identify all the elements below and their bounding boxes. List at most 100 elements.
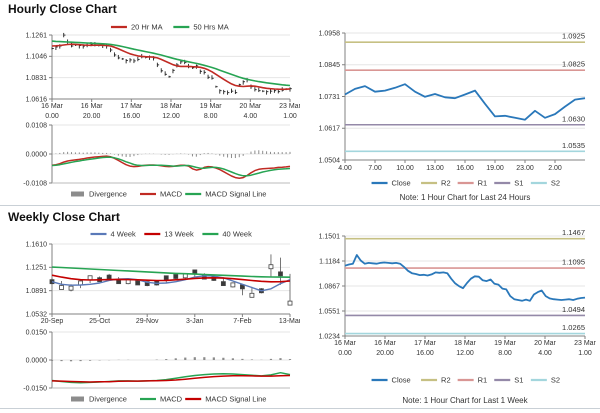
y-tick-label: -0.0108 xyxy=(23,180,47,187)
x-tick-label: 16 Mar xyxy=(374,340,396,347)
x-tick-label: 19.00 xyxy=(486,165,504,172)
ma-4week-line xyxy=(51,275,291,292)
candle-body xyxy=(163,275,169,281)
legend-label-s1: S1 xyxy=(514,179,523,188)
x-tick-label: 20.00 xyxy=(376,350,394,357)
pivot-label-r1: 1.1095 xyxy=(562,258,585,267)
y-tick-label: 1.0504 xyxy=(319,157,341,164)
x-tick-label: 7-Feb xyxy=(233,318,251,325)
ma-40week-line xyxy=(51,266,291,278)
x-tick-label: 7.00 xyxy=(368,165,382,172)
hourly-pivot-note: Note: 1 Hour Chart for Last 24 Hours xyxy=(399,193,531,202)
x-tick-label: 19 Mar xyxy=(494,340,516,347)
legend-label-macd-signal-line: MACD Signal Line xyxy=(205,395,266,404)
y-tick-label: 1.0831 xyxy=(26,75,48,82)
candle-body xyxy=(278,271,283,277)
x-tick-label: 16 Mar xyxy=(81,103,103,110)
x-tick-label: 16 Mar xyxy=(41,103,63,110)
x-tick-label: 4.00 xyxy=(338,165,352,172)
x-tick-label: 12.00 xyxy=(162,113,180,120)
hourly-chart-title: Hourly Close Chart xyxy=(8,2,117,16)
y-tick-label: 1.0731 xyxy=(319,94,341,101)
weekly-pivot-note: Note: 1 Hour Chart for Last 1 Week xyxy=(402,396,528,405)
horizontal-divider-mid xyxy=(0,205,600,206)
x-tick-label: 29-Nov xyxy=(136,318,159,325)
x-tick-label: 23.00 xyxy=(516,165,534,172)
legend-label-divergence: Divergence xyxy=(89,395,127,404)
x-tick-label: 25-Oct xyxy=(89,318,110,325)
y-tick-label: 0.0000 xyxy=(26,357,48,364)
x-tick-label: 16.00 xyxy=(416,350,434,357)
y-tick-label: 1.1251 xyxy=(26,265,48,272)
x-tick-label: 2.00 xyxy=(548,165,562,172)
x-tick-label: 8.00 xyxy=(204,113,218,120)
x-tick-label: 17 Mar xyxy=(414,340,436,347)
x-tick-label: 16.00 xyxy=(456,165,474,172)
legend-label-r2: R2 xyxy=(441,376,451,385)
x-tick-label: 3-Jan xyxy=(186,318,204,325)
candle-body xyxy=(68,285,74,291)
x-tick-label: 13.00 xyxy=(426,165,444,172)
close-line xyxy=(344,83,586,121)
x-tick-label: 13-Mar xyxy=(279,318,300,325)
pivot-label-r1: 1.0825 xyxy=(562,60,585,69)
y-tick-label: 1.1046 xyxy=(26,54,48,61)
x-tick-label: 20.00 xyxy=(83,113,101,120)
y-tick-label: 1.1184 xyxy=(319,258,340,265)
y-tick-label: 1.1261 xyxy=(26,32,48,39)
legend-label-4-week: 4 Week xyxy=(111,230,137,239)
x-tick-label: 1.00 xyxy=(578,350,592,357)
legend-label-r2: R2 xyxy=(441,179,451,188)
legend-label-s2: S2 xyxy=(551,376,560,385)
pivot-label-s1: 1.0630 xyxy=(562,114,585,123)
y-tick-label: 1.0532 xyxy=(26,311,48,318)
candle-body xyxy=(230,282,236,288)
y-tick-label: 1.0551 xyxy=(319,308,341,315)
legend-label-close: Close xyxy=(392,376,411,385)
x-tick-label: 23 Mar xyxy=(574,340,596,347)
y-tick-label: 1.0234 xyxy=(319,333,341,340)
hourly-pivot-panel: 1.0958 1.0845 1.0731 1.0617 1.0504 4.00 7.00 10… xyxy=(300,0,600,205)
hourly-close-chart: 20 Hr MA 50 Hrs MA 1.1261 1.1046 1.0831 1.061… xyxy=(23,23,300,199)
legend-label-40-week: 40 Week xyxy=(222,230,252,239)
x-tick-label: 16.00 xyxy=(123,113,141,120)
legend-label-macd: MACD xyxy=(160,395,183,404)
close-line xyxy=(344,254,586,302)
y-tick-label: 0.0150 xyxy=(26,329,48,336)
x-tick-label: 23 Mar xyxy=(279,103,300,110)
candle-body xyxy=(268,264,274,270)
legend-label-macd-signal-line: MACD Signal Line xyxy=(205,190,266,199)
macd-signal-line xyxy=(51,374,291,383)
x-tick-label: 1.00 xyxy=(283,113,297,120)
candle-body xyxy=(287,300,293,306)
weekly-close-chart: 4 Week 13 Week 40 Week 1.1610 1.1251 1.0891 1.… xyxy=(23,230,300,404)
pivot-label-s2: 1.0265 xyxy=(562,323,585,332)
legend-label-13-week: 13 Week xyxy=(164,230,194,239)
x-tick-label: 12.00 xyxy=(456,350,474,357)
candle-body xyxy=(173,274,179,279)
legend-label-close: Close xyxy=(392,179,411,188)
x-tick-label: 16 Mar xyxy=(334,340,356,347)
x-tick-label: 20 Mar xyxy=(534,340,556,347)
legend-label-20-hr-ma: 20 Hr MA xyxy=(131,23,163,32)
macd-signal-line xyxy=(51,156,291,177)
candle-body xyxy=(249,292,255,298)
legend-swatch-divergence xyxy=(71,191,84,197)
y-tick-label: 1.1610 xyxy=(26,241,48,248)
ma-50hr-line xyxy=(51,40,291,87)
x-tick-label: 18 Mar xyxy=(160,103,182,110)
y-tick-label: 0.0108 xyxy=(26,122,48,129)
x-tick-label: 19 Mar xyxy=(200,103,222,110)
pivot-label-s1: 1.0494 xyxy=(562,305,585,314)
x-tick-label: 10.00 xyxy=(396,165,414,172)
legend-swatch-divergence xyxy=(71,396,84,402)
y-tick-label: 1.0616 xyxy=(26,96,48,103)
x-tick-label: 0.00 xyxy=(45,113,59,120)
y-tick-label: 0.0000 xyxy=(26,151,48,158)
x-tick-label: 4.00 xyxy=(244,113,258,120)
y-tick-label: -0.0150 xyxy=(23,385,47,392)
y-tick-label: 1.0867 xyxy=(319,283,341,290)
